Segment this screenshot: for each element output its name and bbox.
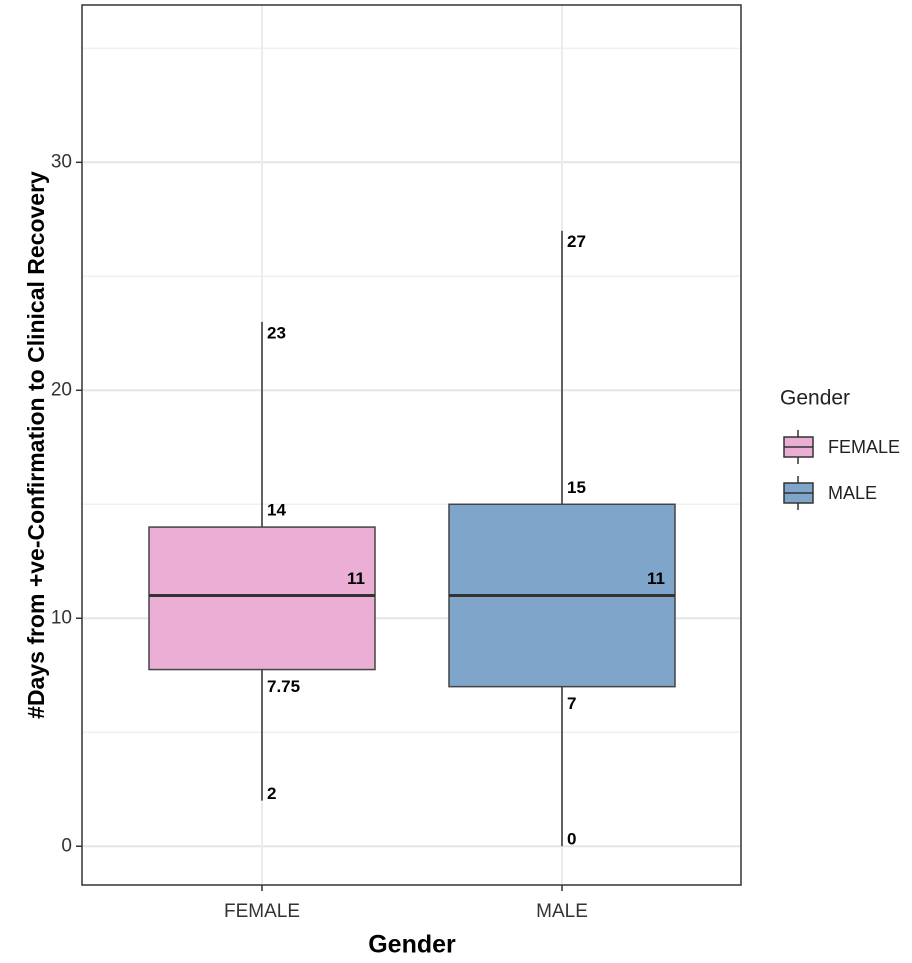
- y-tick-label: 30: [51, 151, 72, 172]
- q1-label: 7: [567, 694, 576, 713]
- median-label: 11: [347, 569, 365, 588]
- panel: [82, 5, 741, 885]
- max-label: 23: [267, 323, 286, 342]
- legend-label: FEMALE: [828, 437, 900, 457]
- x-tick-label: MALE: [536, 901, 588, 922]
- median-label: 11: [647, 569, 665, 588]
- q3-label: 14: [267, 501, 286, 520]
- min-label: 2: [267, 784, 276, 803]
- legend-label: MALE: [828, 483, 877, 503]
- y-tick-label: 0: [61, 835, 72, 856]
- q1-label: 7.75: [267, 677, 300, 696]
- min-label: 0: [567, 830, 576, 849]
- y-tick-label: 10: [51, 607, 72, 628]
- max-label: 27: [567, 232, 586, 251]
- x-tick-label: FEMALE: [224, 901, 300, 922]
- y-tick-label: 20: [51, 379, 72, 400]
- y-axis-label: #Days from +ve-Confirmation to Clinical …: [23, 171, 49, 719]
- legend-title: Gender: [780, 387, 850, 410]
- box: [148, 526, 376, 671]
- q3-label: 15: [567, 478, 586, 497]
- panel-border: [81, 4, 742, 886]
- x-axis-label: Gender: [368, 931, 456, 959]
